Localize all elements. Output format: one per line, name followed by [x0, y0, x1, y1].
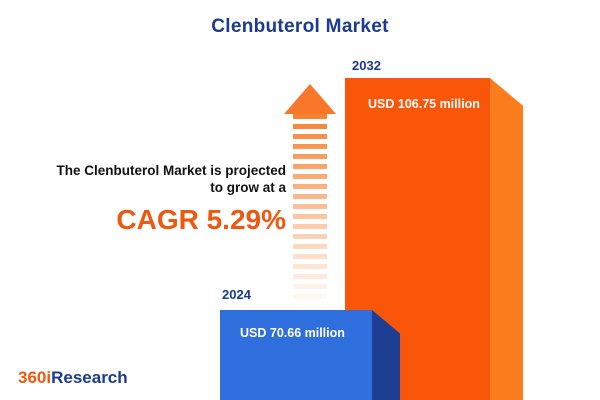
bar-2024-year-label: 2024	[222, 287, 251, 302]
page-title: Clenbuterol Market	[211, 16, 389, 37]
bar-2032-year-label: 2032	[352, 58, 381, 73]
bar-2024	[220, 310, 372, 400]
annotation-line-2: to grow at a	[210, 180, 286, 195]
bar-2032-side-face	[490, 78, 523, 400]
growth-arrow-shaft	[293, 114, 327, 302]
brand-logo-prefix: 360i	[18, 368, 52, 387]
growth-arrow-icon	[284, 84, 336, 114]
brand-logo-suffix: Research	[51, 368, 128, 387]
annotation-line-1: The Clenbuterol Market is projected	[56, 163, 286, 178]
growth-annotation: The Clenbuterol Market is projected to g…	[8, 162, 286, 236]
bar-2032-value-label: USD 106.75 million	[368, 97, 480, 111]
cagr-value: CAGR 5.29%	[116, 204, 286, 235]
bar-2024-value-label: USD 70.66 million	[240, 326, 345, 340]
brand-logo: 360iResearch	[18, 368, 128, 388]
